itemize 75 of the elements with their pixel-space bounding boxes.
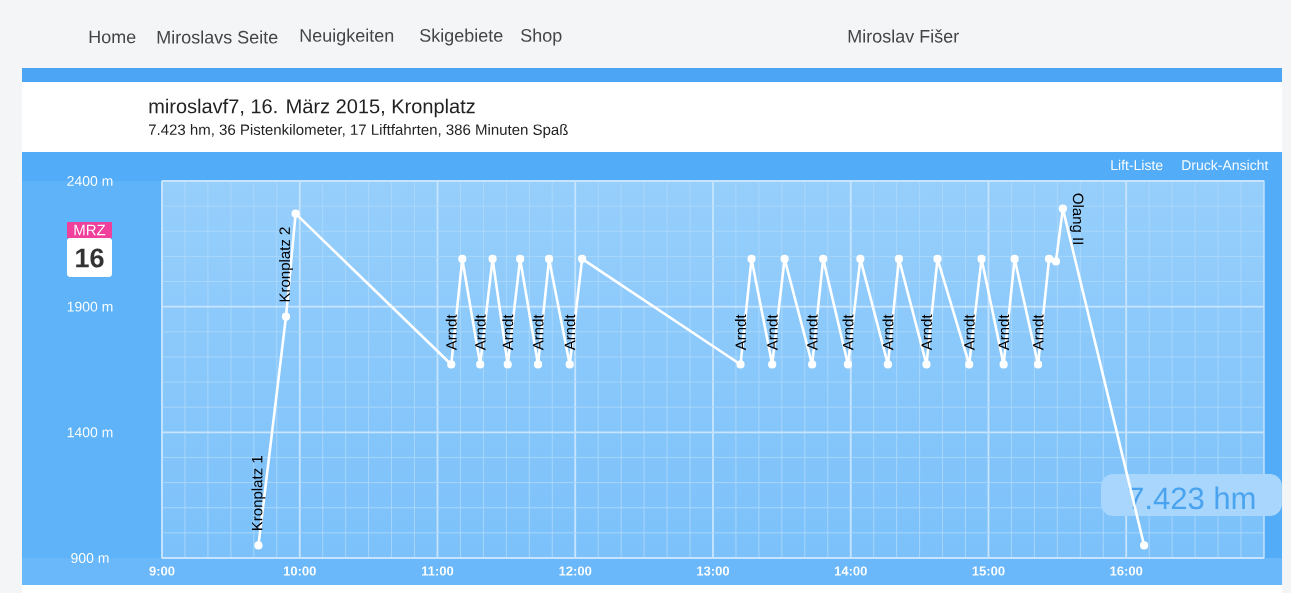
point: [503, 360, 512, 369]
point: [291, 209, 300, 218]
point: [447, 360, 456, 369]
point: [544, 254, 554, 264]
point: [977, 254, 986, 264]
point: [254, 541, 263, 550]
text: 16: [76, 248, 104, 268]
point: [843, 360, 853, 369]
annotation: Arndt: [502, 314, 514, 351]
text: Lift-Liste: [1111, 159, 1163, 171]
point: [999, 360, 1008, 369]
x-tick-label: 14:00: [834, 566, 867, 576]
y-tick-label: 1900 m: [67, 301, 113, 312]
x-tick-label: 10:00: [283, 566, 316, 576]
x-tick-label: 12:00: [559, 566, 592, 576]
text: Miroslavs Seite: [157, 30, 278, 44]
text: Skigebiete: [420, 28, 503, 46]
annotation: Arndt: [564, 314, 576, 351]
annotation: Arndt: [882, 314, 894, 351]
y-tick-label: 1400 m: [67, 427, 113, 438]
point: [819, 254, 828, 264]
point: [736, 360, 745, 369]
y-tick-label: 2400 m: [67, 176, 113, 186]
chart-subtitle: 7.423 hm, 36 Pistenkilometer, 17 Liftfahrten, 386 Minuten Spaß: [148, 124, 568, 138]
point: [578, 254, 587, 264]
y-tick-label: 900 m: [71, 553, 109, 563]
annotation: Arndt: [474, 314, 486, 351]
point: [768, 360, 777, 369]
text: Druck-Ansicht: [1182, 159, 1269, 171]
text: Neuigkeiten: [300, 28, 394, 46]
point: [780, 254, 789, 264]
annotation: Arndt: [842, 314, 854, 351]
point: [1010, 254, 1019, 264]
point: [1140, 541, 1149, 550]
point: [476, 360, 485, 369]
annotation: Arndt: [1032, 314, 1044, 351]
point: [1044, 254, 1054, 264]
point: [1058, 204, 1067, 213]
point: [894, 254, 904, 264]
x-tick-label: 11:00: [422, 566, 454, 576]
x-tick-label: 13:00: [697, 566, 730, 576]
annotation: Arndt: [963, 314, 975, 351]
annotation: Olang II: [1069, 193, 1084, 244]
annotation: Arndt: [806, 314, 818, 351]
text: MRZ: [74, 224, 106, 236]
point: [458, 254, 467, 264]
x-tick-label: 9:00: [149, 566, 175, 576]
annotation: Arndt: [532, 314, 544, 351]
point: [856, 254, 865, 264]
point: [933, 254, 942, 264]
annotation: Arndt: [766, 314, 778, 351]
point: [1051, 257, 1061, 266]
point: [488, 254, 497, 264]
point: [747, 254, 756, 264]
point: [533, 360, 543, 369]
point: [883, 360, 893, 369]
point: [965, 360, 974, 369]
point: [281, 312, 291, 321]
chart-title: miroslavf7, 16. März 2015, Kronplatz: [149, 98, 475, 118]
x-tick-label: 15:00: [972, 566, 1005, 576]
annotation: Kronplatz 1: [251, 456, 266, 530]
annotation: Arndt: [920, 314, 932, 351]
point: [922, 360, 931, 369]
text: Shop: [521, 28, 562, 46]
x-tick-label: 16:00: [1110, 566, 1143, 576]
annotation: Arndt: [998, 314, 1010, 351]
annotation: Arndt: [735, 314, 747, 351]
point: [565, 360, 574, 369]
text: Home: [89, 30, 136, 44]
annotation: Kronplatz 2: [278, 227, 293, 302]
point: [808, 360, 817, 369]
text: Miroslav Fišer: [848, 29, 959, 43]
point: [1033, 360, 1043, 369]
point: [516, 254, 525, 264]
annotation: Arndt: [445, 314, 457, 351]
